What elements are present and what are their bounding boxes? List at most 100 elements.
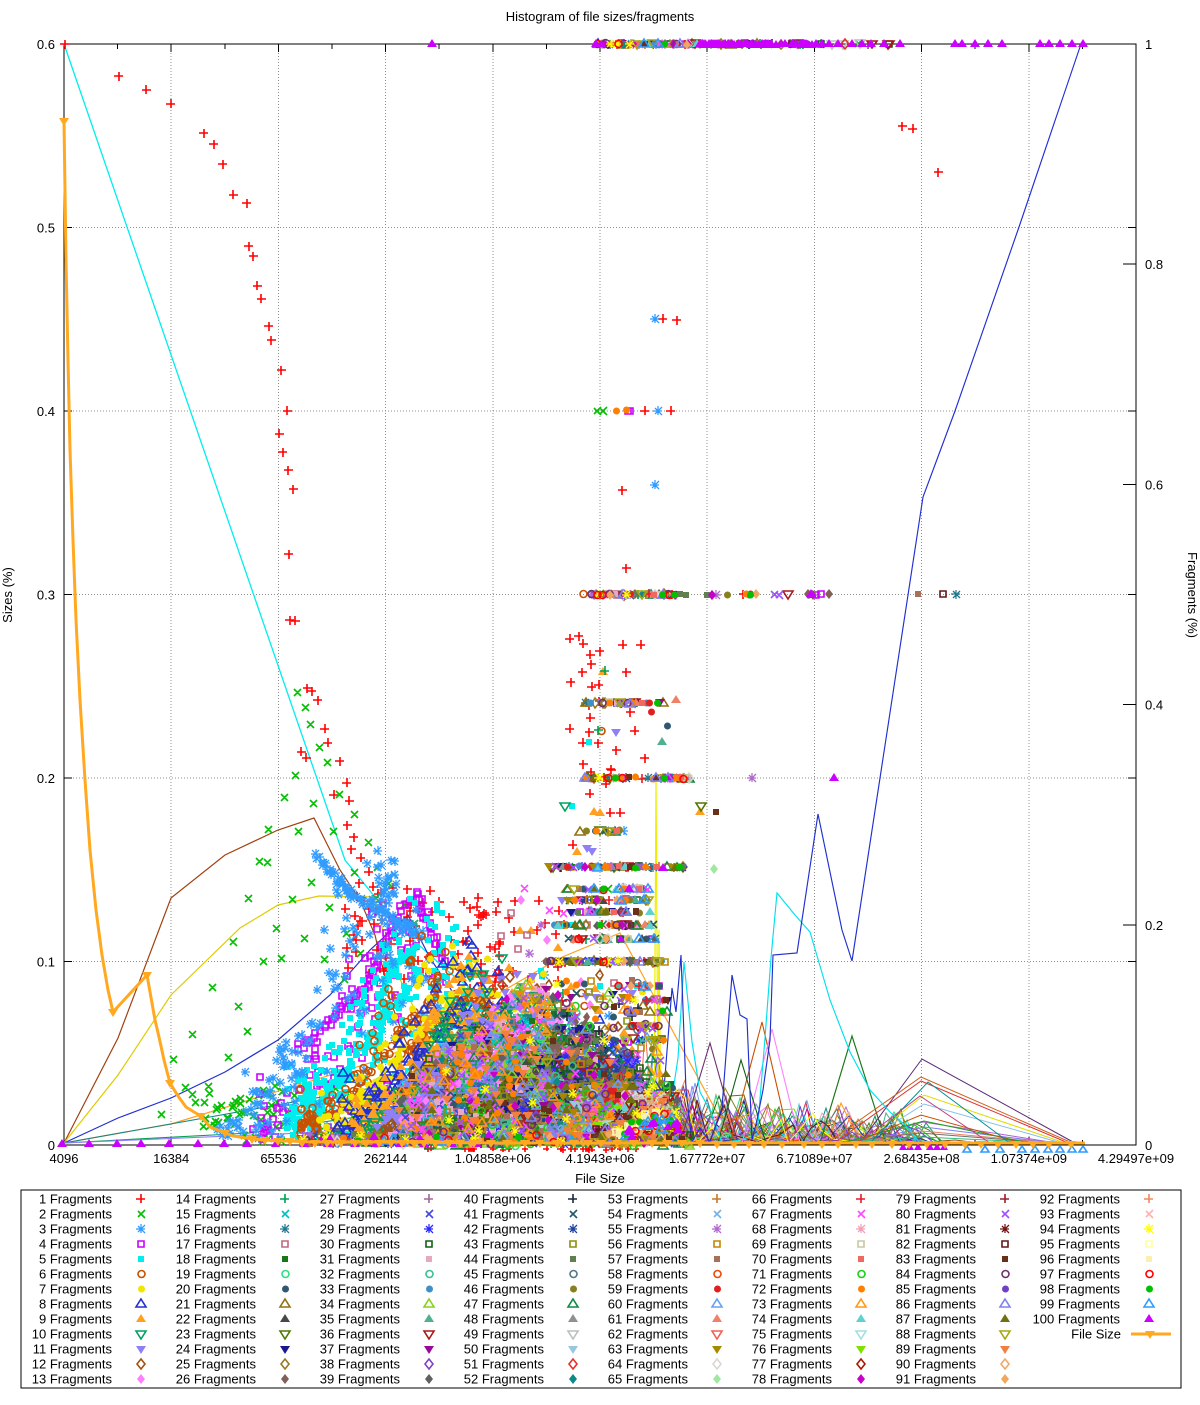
svg-text:1.04858e+06: 1.04858e+06: [455, 1151, 531, 1166]
svg-text:84 Fragments: 84 Fragments: [896, 1267, 977, 1282]
svg-text:61 Fragments: 61 Fragments: [608, 1312, 689, 1327]
svg-text:32 Fragments: 32 Fragments: [320, 1267, 401, 1282]
svg-text:0.3: 0.3: [37, 588, 55, 603]
svg-text:Fragments (%): Fragments (%): [1185, 552, 1200, 638]
svg-text:Sizes (%): Sizes (%): [0, 567, 15, 623]
svg-text:77 Fragments: 77 Fragments: [752, 1357, 833, 1372]
svg-text:100 Fragments: 100 Fragments: [1033, 1312, 1121, 1327]
svg-text:43 Fragments: 43 Fragments: [464, 1237, 545, 1252]
svg-text:63 Fragments: 63 Fragments: [608, 1342, 689, 1357]
svg-text:89 Fragments: 89 Fragments: [896, 1342, 977, 1357]
svg-text:72 Fragments: 72 Fragments: [752, 1282, 833, 1297]
svg-text:0.6: 0.6: [37, 37, 55, 52]
svg-text:66 Fragments: 66 Fragments: [752, 1192, 833, 1207]
svg-text:12 Fragments: 12 Fragments: [32, 1357, 113, 1372]
svg-text:51 Fragments: 51 Fragments: [464, 1357, 545, 1372]
svg-text:28 Fragments: 28 Fragments: [320, 1207, 401, 1222]
svg-text:68 Fragments: 68 Fragments: [752, 1222, 833, 1237]
svg-text:81 Fragments: 81 Fragments: [896, 1222, 977, 1237]
svg-text:13 Fragments: 13 Fragments: [32, 1372, 113, 1387]
svg-text:91 Fragments: 91 Fragments: [896, 1372, 977, 1387]
svg-text:41 Fragments: 41 Fragments: [464, 1207, 545, 1222]
svg-text:42 Fragments: 42 Fragments: [464, 1222, 545, 1237]
svg-text:24 Fragments: 24 Fragments: [176, 1342, 257, 1357]
svg-text:65 Fragments: 65 Fragments: [608, 1372, 689, 1387]
svg-text:58 Fragments: 58 Fragments: [608, 1267, 689, 1282]
svg-text:83 Fragments: 83 Fragments: [896, 1252, 977, 1267]
svg-text:45 Fragments: 45 Fragments: [464, 1267, 545, 1282]
svg-text:65536: 65536: [260, 1151, 296, 1166]
svg-text:2 Fragments: 2 Fragments: [39, 1207, 112, 1222]
svg-text:57 Fragments: 57 Fragments: [608, 1252, 689, 1267]
svg-text:16 Fragments: 16 Fragments: [176, 1222, 257, 1237]
svg-text:10 Fragments: 10 Fragments: [32, 1327, 113, 1342]
svg-text:0: 0: [48, 1138, 55, 1153]
svg-text:54 Fragments: 54 Fragments: [608, 1207, 689, 1222]
svg-text:9 Fragments: 9 Fragments: [39, 1312, 112, 1327]
svg-text:Histogram of file sizes/fragme: Histogram of file sizes/fragments: [506, 9, 695, 24]
svg-text:73 Fragments: 73 Fragments: [752, 1297, 833, 1312]
svg-text:0.5: 0.5: [37, 221, 55, 236]
svg-text:27 Fragments: 27 Fragments: [320, 1192, 401, 1207]
svg-text:74 Fragments: 74 Fragments: [752, 1312, 833, 1327]
svg-text:33 Fragments: 33 Fragments: [320, 1282, 401, 1297]
svg-text:4.29497e+09: 4.29497e+09: [1098, 1151, 1174, 1166]
svg-text:46 Fragments: 46 Fragments: [464, 1282, 545, 1297]
svg-text:86 Fragments: 86 Fragments: [896, 1297, 977, 1312]
svg-text:7 Fragments: 7 Fragments: [39, 1282, 112, 1297]
svg-text:96 Fragments: 96 Fragments: [1040, 1252, 1121, 1267]
svg-text:87 Fragments: 87 Fragments: [896, 1312, 977, 1327]
svg-text:22 Fragments: 22 Fragments: [176, 1312, 257, 1327]
svg-text:20 Fragments: 20 Fragments: [176, 1282, 257, 1297]
svg-text:82 Fragments: 82 Fragments: [896, 1237, 977, 1252]
svg-text:0.4: 0.4: [37, 404, 55, 419]
svg-text:0: 0: [1145, 1138, 1152, 1153]
svg-text:25 Fragments: 25 Fragments: [176, 1357, 257, 1372]
svg-text:262144: 262144: [364, 1151, 407, 1166]
svg-text:8 Fragments: 8 Fragments: [39, 1297, 112, 1312]
svg-text:0.1: 0.1: [37, 955, 55, 970]
svg-text:67 Fragments: 67 Fragments: [752, 1207, 833, 1222]
svg-text:85 Fragments: 85 Fragments: [896, 1282, 977, 1297]
svg-text:79 Fragments: 79 Fragments: [896, 1192, 977, 1207]
svg-text:55 Fragments: 55 Fragments: [608, 1222, 689, 1237]
svg-text:44 Fragments: 44 Fragments: [464, 1252, 545, 1267]
svg-text:80 Fragments: 80 Fragments: [896, 1207, 977, 1222]
svg-text:File Size: File Size: [1071, 1327, 1121, 1342]
svg-text:38 Fragments: 38 Fragments: [320, 1357, 401, 1372]
svg-text:98 Fragments: 98 Fragments: [1040, 1282, 1121, 1297]
svg-text:93 Fragments: 93 Fragments: [1040, 1207, 1121, 1222]
svg-text:31 Fragments: 31 Fragments: [320, 1252, 401, 1267]
svg-text:21 Fragments: 21 Fragments: [176, 1297, 257, 1312]
svg-text:78 Fragments: 78 Fragments: [752, 1372, 833, 1387]
svg-text:0.4: 0.4: [1145, 698, 1163, 713]
svg-text:76 Fragments: 76 Fragments: [752, 1342, 833, 1357]
svg-text:53 Fragments: 53 Fragments: [608, 1192, 689, 1207]
svg-text:1: 1: [1145, 37, 1152, 52]
svg-text:70 Fragments: 70 Fragments: [752, 1252, 833, 1267]
svg-text:1 Fragments: 1 Fragments: [39, 1192, 112, 1207]
svg-text:0.8: 0.8: [1145, 257, 1163, 272]
svg-text:1.67772e+07: 1.67772e+07: [669, 1151, 745, 1166]
svg-text:2.68435e+08: 2.68435e+08: [883, 1151, 959, 1166]
svg-text:50 Fragments: 50 Fragments: [464, 1342, 545, 1357]
svg-text:3 Fragments: 3 Fragments: [39, 1222, 112, 1237]
svg-text:15 Fragments: 15 Fragments: [176, 1207, 257, 1222]
svg-text:1.07374e+09: 1.07374e+09: [991, 1151, 1067, 1166]
svg-text:59 Fragments: 59 Fragments: [608, 1282, 689, 1297]
svg-text:39 Fragments: 39 Fragments: [320, 1372, 401, 1387]
svg-text:6 Fragments: 6 Fragments: [39, 1267, 112, 1282]
svg-text:0.2: 0.2: [37, 771, 55, 786]
svg-text:75 Fragments: 75 Fragments: [752, 1327, 833, 1342]
svg-text:52 Fragments: 52 Fragments: [464, 1372, 545, 1387]
svg-text:60 Fragments: 60 Fragments: [608, 1297, 689, 1312]
svg-text:95 Fragments: 95 Fragments: [1040, 1237, 1121, 1252]
svg-text:14 Fragments: 14 Fragments: [176, 1192, 257, 1207]
svg-text:30 Fragments: 30 Fragments: [320, 1237, 401, 1252]
svg-text:56 Fragments: 56 Fragments: [608, 1237, 689, 1252]
svg-text:26 Fragments: 26 Fragments: [176, 1372, 257, 1387]
svg-text:0.2: 0.2: [1145, 918, 1163, 933]
svg-text:35 Fragments: 35 Fragments: [320, 1312, 401, 1327]
svg-text:36 Fragments: 36 Fragments: [320, 1327, 401, 1342]
svg-text:29 Fragments: 29 Fragments: [320, 1222, 401, 1237]
